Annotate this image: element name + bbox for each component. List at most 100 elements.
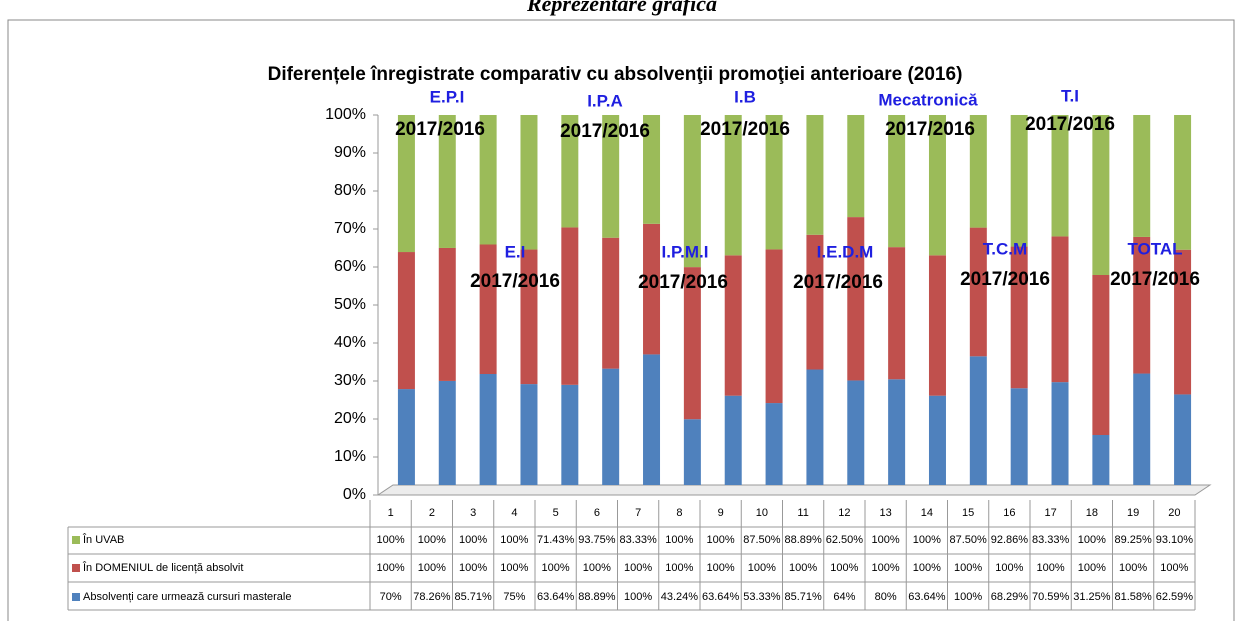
annotation-period: 2017/2016 <box>700 119 790 140</box>
data-label: 100% <box>789 562 817 574</box>
bar-segment <box>847 115 865 218</box>
data-label: 100% <box>954 562 982 574</box>
y-tick-label: 40% <box>334 334 366 351</box>
x-tick-label: 18 <box>1086 507 1098 519</box>
data-label: 100% <box>872 562 900 574</box>
data-label: 62.50% <box>826 534 864 546</box>
annotation-program: I.E.D.M <box>817 242 874 261</box>
bar-segment <box>438 380 456 485</box>
annotation-program: I.P.M.I <box>662 242 709 261</box>
data-label: 100% <box>1078 562 1106 574</box>
data-label: 80% <box>875 591 897 603</box>
chart-title: Diferențele înregistrate comparativ cu a… <box>268 64 963 85</box>
bar-segment <box>888 115 906 248</box>
data-label: 100% <box>872 534 900 546</box>
legend-label: Absolvenți care urmează cursuri masteral… <box>83 591 291 603</box>
bar-segment <box>724 395 742 485</box>
data-label: 100% <box>830 562 858 574</box>
legend-swatch <box>72 564 80 572</box>
data-label: 93.10% <box>1156 534 1194 546</box>
data-label: 100% <box>1078 534 1106 546</box>
x-tick-label: 19 <box>1127 507 1139 519</box>
data-label: 89.25% <box>1114 534 1152 546</box>
bar-segment <box>1051 115 1069 237</box>
bar-segment <box>765 115 783 250</box>
data-label: 83.33% <box>619 534 657 546</box>
page-heading: Reprezentare grafică <box>526 0 717 16</box>
x-tick-label: 1 <box>388 507 394 519</box>
annotation-period: 2017/2016 <box>395 119 485 140</box>
bar-segment <box>397 389 415 485</box>
bar-segment <box>520 115 538 250</box>
annotation-program: E.P.I <box>430 87 465 106</box>
x-tick-label: 8 <box>676 507 682 519</box>
data-label: 100% <box>418 534 446 546</box>
data-label: 64% <box>833 591 855 603</box>
data-label: 83.33% <box>1032 534 1070 546</box>
bar-segment <box>1174 249 1192 395</box>
data-label: 100% <box>377 534 405 546</box>
x-tick-label: 9 <box>718 507 724 519</box>
y-tick-label: 0% <box>343 486 366 503</box>
legend-label: În UVAB <box>82 533 124 546</box>
data-label: 100% <box>707 562 735 574</box>
x-tick-label: 11 <box>797 507 808 519</box>
data-label: 100% <box>418 562 446 574</box>
annotation-program: T.C.M <box>983 239 1027 258</box>
legend-swatch <box>72 593 80 601</box>
data-label: 92.86% <box>991 534 1029 546</box>
annotation-period: 2017/2016 <box>638 272 728 293</box>
bar-segment <box>928 115 946 256</box>
bar-segment <box>928 255 946 396</box>
x-tick-label: 17 <box>1045 507 1057 519</box>
annotation-program: I.P.A <box>587 91 623 110</box>
y-tick-label: 90% <box>334 144 366 161</box>
bar-segment <box>683 115 701 268</box>
bar-segment <box>1010 115 1028 247</box>
bar-segment <box>561 227 579 385</box>
bar-segment <box>397 115 415 253</box>
y-tick-label: 60% <box>334 258 366 275</box>
data-label: 70% <box>380 591 402 603</box>
data-label: 100% <box>500 534 528 546</box>
data-label: 100% <box>500 562 528 574</box>
x-tick-label: 12 <box>838 507 850 519</box>
data-label: 100% <box>377 562 405 574</box>
bar-segment <box>520 249 538 385</box>
data-label: 100% <box>913 534 941 546</box>
x-tick-label: 3 <box>470 507 476 519</box>
data-label: 87.50% <box>949 534 987 546</box>
bar-segment <box>683 267 701 420</box>
data-label: 100% <box>954 591 982 603</box>
bar-segment <box>969 356 987 485</box>
data-label: 100% <box>1119 562 1147 574</box>
bar-segment <box>1133 236 1151 374</box>
bar-segment <box>1133 373 1151 485</box>
annotation-period: 2017/2016 <box>960 269 1050 290</box>
data-label: 68.29% <box>991 591 1029 603</box>
annotation-program: Mecatronică <box>878 90 978 109</box>
bar-segment <box>765 249 783 404</box>
x-tick-label: 13 <box>880 507 892 519</box>
annotation-period: 2017/2016 <box>793 272 883 293</box>
x-tick-label: 16 <box>1003 507 1015 519</box>
bar-segment <box>847 380 865 485</box>
data-label: 100% <box>542 562 570 574</box>
annotation-period: 2017/2016 <box>885 119 975 140</box>
data-label: 100% <box>459 562 487 574</box>
x-tick-label: 2 <box>429 507 435 519</box>
data-label: 88.89% <box>578 591 616 603</box>
bar-segment <box>724 255 742 396</box>
data-label: 31.25% <box>1073 591 1111 603</box>
data-label: 81.58% <box>1114 591 1152 603</box>
bar-segment <box>888 379 906 485</box>
data-label: 100% <box>1160 562 1188 574</box>
legend-label: În DOMENIUL de licență absolvit <box>82 561 243 574</box>
bar-segment <box>561 384 579 485</box>
chart-frame <box>7 19 1235 621</box>
bar-segment <box>765 403 783 485</box>
bar-segment <box>1174 115 1192 250</box>
data-label: 75% <box>503 591 525 603</box>
data-label: 100% <box>624 562 652 574</box>
x-tick-label: 6 <box>594 507 600 519</box>
